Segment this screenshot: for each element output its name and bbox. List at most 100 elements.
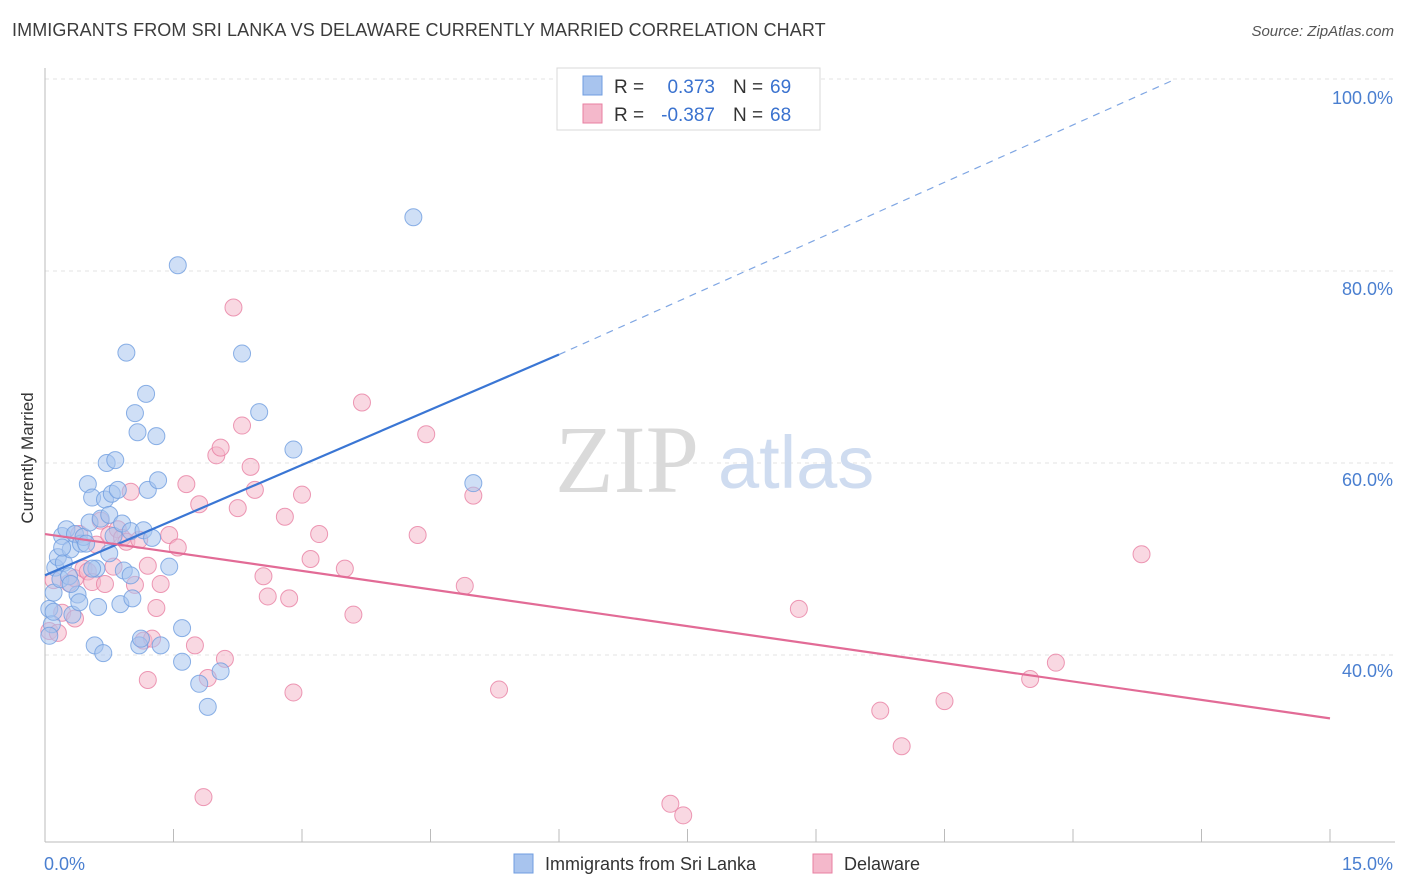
sri-lanka-point — [147, 427, 166, 446]
delaware-point — [789, 599, 808, 618]
delaware-point — [280, 589, 299, 608]
sri-lanka-trend-line — [44, 353, 560, 577]
delaware-point — [275, 507, 294, 526]
delaware-point — [284, 683, 303, 702]
series-legend-swatch-delaware — [812, 853, 833, 874]
delaware-point — [95, 574, 114, 593]
sri-lanka-point — [44, 602, 63, 621]
y-axis-label: Currently Married — [18, 392, 37, 523]
delaware-point — [301, 550, 320, 568]
legend-r-label: R = — [614, 105, 644, 126]
sri-lanka-point — [173, 619, 192, 638]
grid — [45, 78, 1395, 656]
sri-lanka-point — [284, 440, 303, 459]
sri-lanka-point — [198, 697, 217, 716]
series-legend: Immigrants from Sri Lanka Delaware — [513, 853, 920, 874]
legend-n-label: N = — [733, 77, 763, 98]
sri-lanka-point — [83, 559, 102, 578]
delaware-point — [335, 559, 354, 578]
delaware-point — [194, 788, 213, 807]
legend-n-value: 69 — [770, 77, 791, 98]
sri-lanka-point — [61, 574, 80, 593]
y-tick-label: 40.0% — [1342, 661, 1393, 681]
stats-legend: R = 0.373 N = 69 R = -0.387 N = 68 — [556, 67, 821, 131]
y-tick-label: 100.0% — [1332, 88, 1393, 108]
sri-lanka-point — [128, 423, 147, 442]
points-layer — [40, 208, 1151, 825]
source-label: Source: ZipAtlas.com — [1251, 23, 1394, 40]
delaware-point — [892, 737, 911, 756]
delaware-point — [490, 680, 509, 699]
delaware-point — [224, 298, 243, 317]
delaware-point — [408, 526, 427, 544]
sri-lanka-point — [123, 589, 142, 608]
delaware-point — [211, 438, 230, 457]
series-legend-label: Immigrants from Sri Lanka — [545, 854, 757, 874]
delaware-point — [147, 598, 166, 617]
delaware-point — [674, 806, 693, 825]
sri-lanka-point — [149, 471, 168, 490]
chart-title: IMMIGRANTS FROM SRI LANKA VS DELAWARE CU… — [12, 20, 826, 40]
legend-r-label: R = — [614, 77, 644, 98]
delaware-point — [871, 701, 890, 720]
delaware-point — [293, 485, 311, 504]
sri-lanka-point — [53, 538, 72, 557]
delaware-point — [228, 499, 247, 518]
sri-lanka-point — [100, 505, 119, 524]
sri-lanka-point — [173, 652, 192, 671]
legend-n-value: 68 — [770, 105, 791, 126]
sri-lanka-point — [108, 480, 127, 499]
delaware-trend-line — [44, 532, 1331, 720]
delaware-point — [177, 475, 196, 494]
delaware-point — [151, 574, 170, 593]
sri-lanka-point — [211, 662, 230, 681]
delaware-point — [185, 636, 204, 655]
sri-lanka-point — [125, 404, 144, 423]
legend-r-value: 0.373 — [667, 77, 715, 98]
series-legend-swatch-sri-lanka — [513, 853, 534, 874]
sri-lanka-trend-extension — [558, 78, 1177, 356]
delaware-point — [138, 556, 157, 575]
sri-lanka-point — [106, 451, 125, 470]
delaware-point — [160, 526, 179, 544]
sri-lanka-point — [464, 474, 483, 493]
y-tick-label: 60.0% — [1342, 470, 1393, 490]
delaware-point — [352, 393, 371, 412]
trend-lines — [44, 78, 1331, 720]
sri-lanka-point — [121, 566, 140, 585]
legend-n-label: N = — [733, 105, 763, 126]
delaware-point — [455, 576, 474, 595]
sri-lanka-point — [117, 343, 136, 362]
x-tick-label: 0.0% — [44, 854, 85, 874]
delaware-point — [233, 416, 252, 435]
delaware-point — [344, 605, 363, 624]
watermark-atlas: atlas — [718, 421, 874, 504]
legend-swatch-sri-lanka — [582, 75, 603, 96]
series-legend-label: Delaware — [844, 854, 920, 874]
sri-lanka-point — [94, 644, 113, 663]
legend-swatch-delaware — [582, 103, 603, 124]
x-tick-marks — [173, 829, 1331, 842]
sri-lanka-point — [404, 208, 423, 227]
delaware-point — [254, 567, 273, 586]
delaware-point — [417, 425, 436, 444]
sri-lanka-point — [89, 598, 108, 616]
sri-lanka-point — [190, 674, 209, 693]
sri-lanka-point — [137, 384, 156, 403]
delaware-point — [1021, 670, 1040, 688]
sri-lanka-point — [131, 629, 150, 648]
sri-lanka-point — [168, 256, 187, 275]
delaware-point — [661, 794, 680, 813]
sri-lanka-point — [70, 593, 89, 612]
sri-lanka-point — [160, 557, 179, 576]
delaware-point — [1132, 545, 1151, 564]
sri-lanka-point — [151, 636, 170, 655]
delaware-point — [138, 670, 157, 689]
delaware-point — [310, 525, 329, 544]
delaware-point — [245, 480, 264, 499]
delaware-point — [258, 587, 277, 606]
watermark-zip: ZIP — [555, 406, 699, 513]
y-tick-label: 80.0% — [1342, 279, 1393, 299]
delaware-point — [935, 692, 954, 711]
